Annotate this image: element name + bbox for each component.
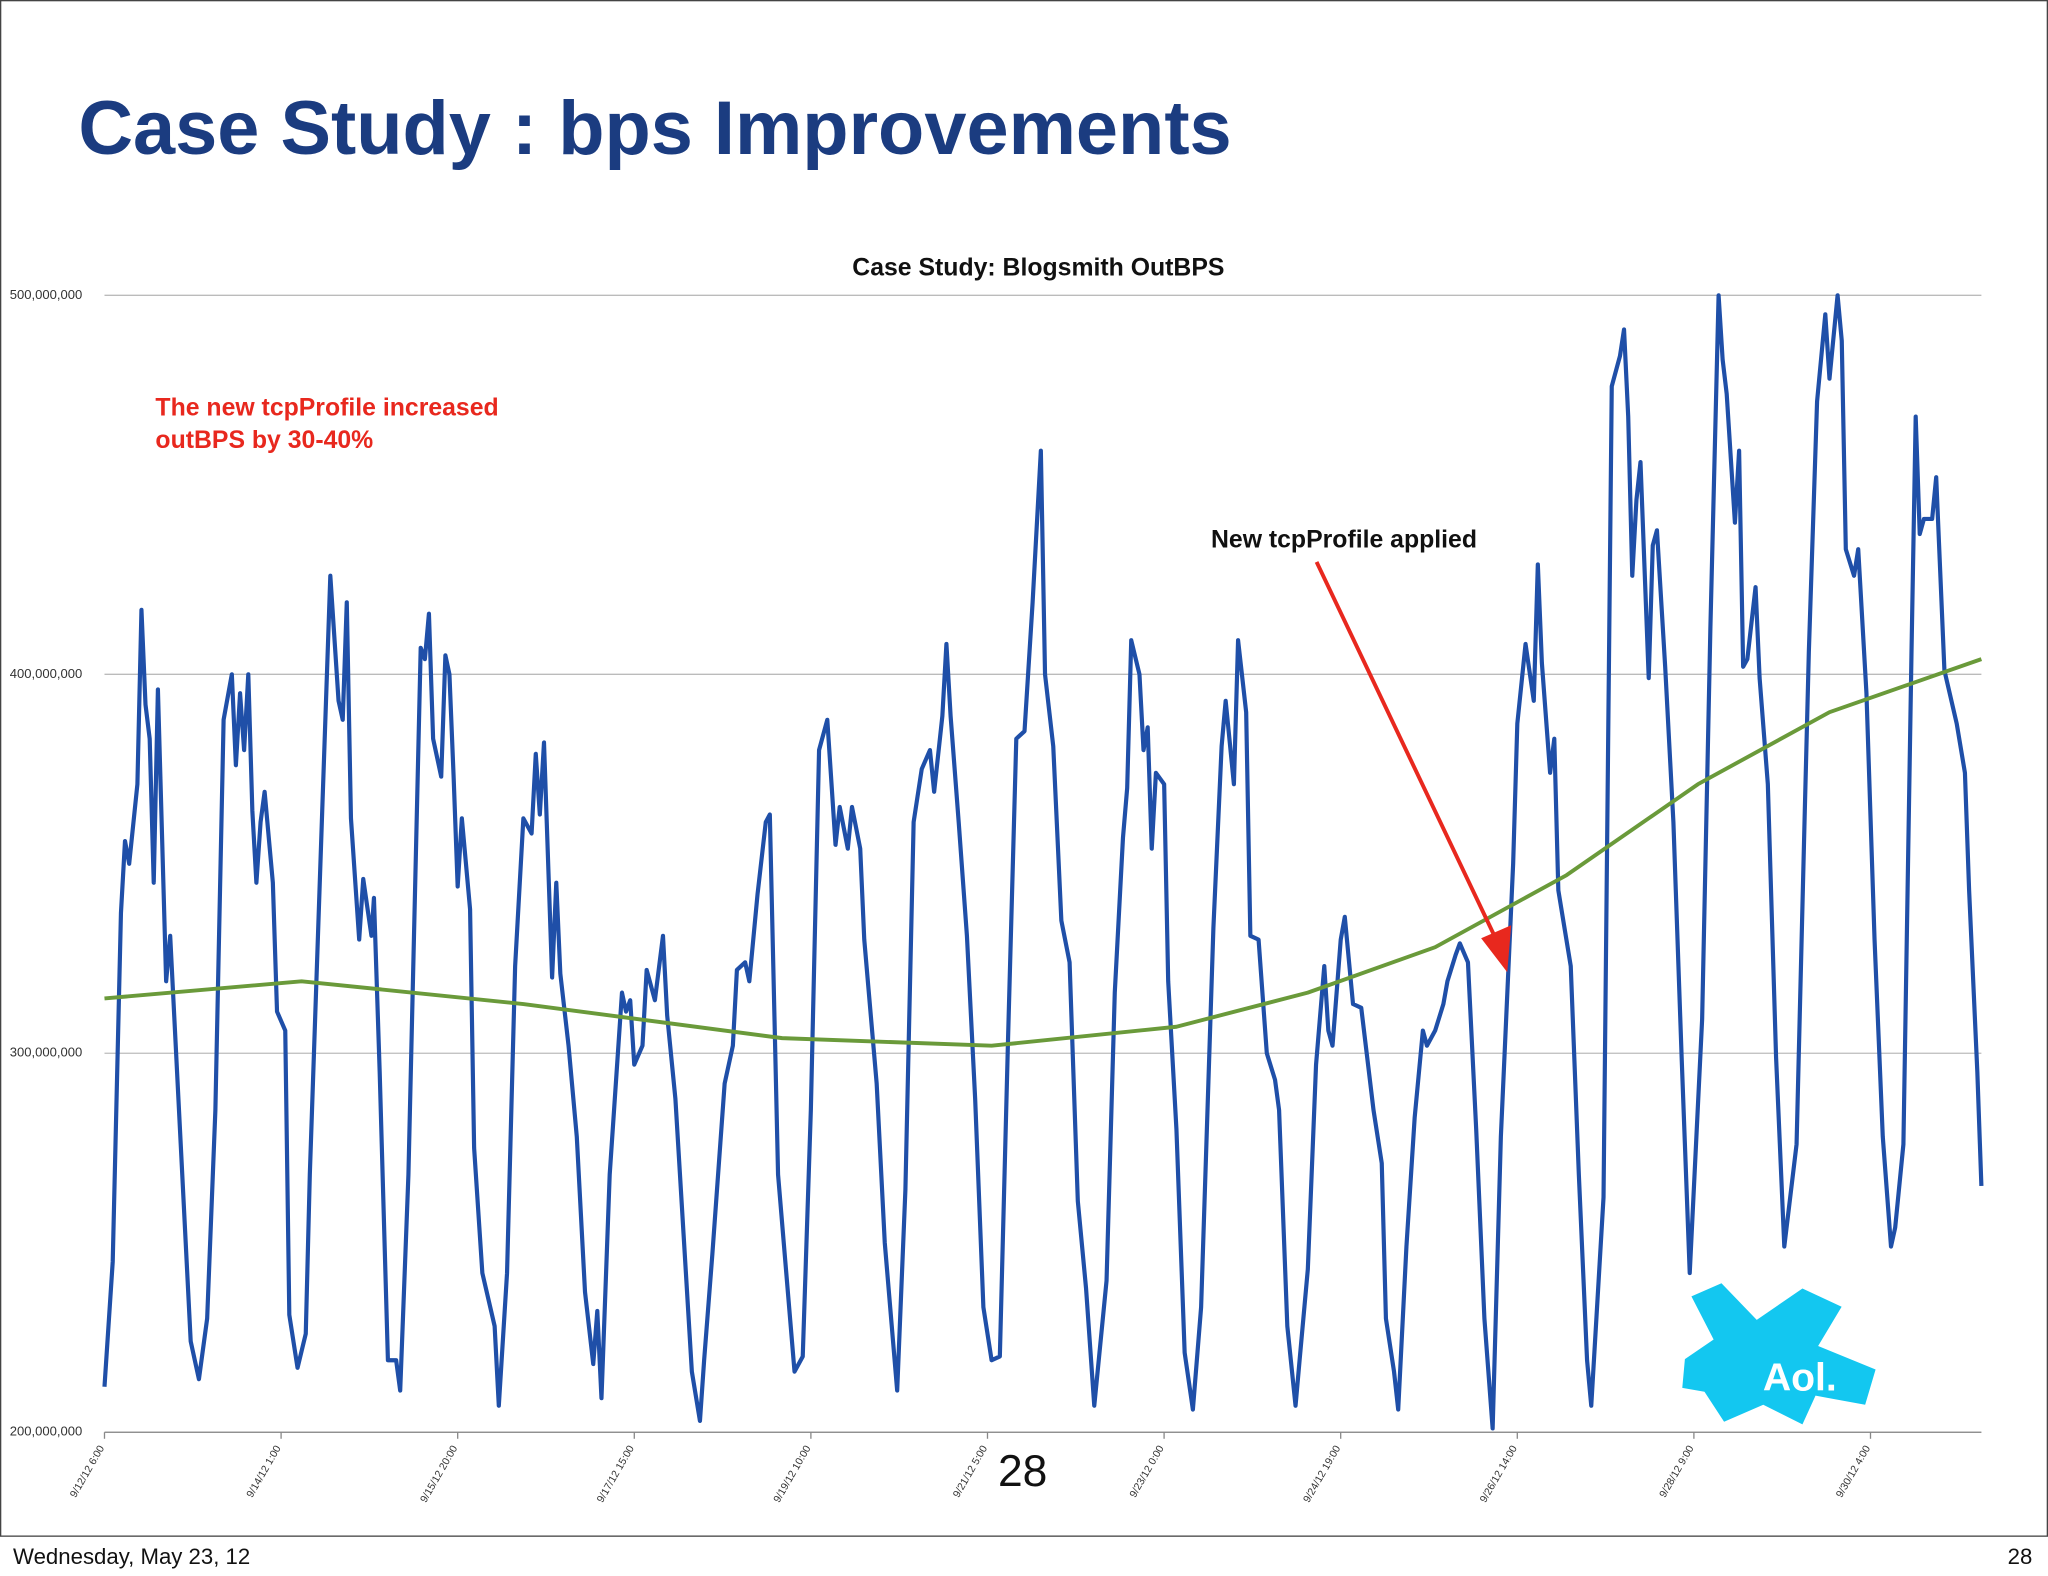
aol-logo-text: Aol. bbox=[1763, 1356, 1837, 1399]
y-tick-label: 300,000,000 bbox=[10, 1045, 83, 1060]
footer-date: Wednesday, May 23, 12 bbox=[13, 1544, 250, 1569]
y-tick-label: 400,000,000 bbox=[10, 666, 83, 681]
annotation-text: outBPS by 30-40% bbox=[155, 427, 373, 454]
annotation-text: The new tcpProfile increased bbox=[155, 395, 498, 422]
annotation-text: New tcpProfile applied bbox=[1211, 527, 1477, 554]
slide-title: Case Study : bps Improvements bbox=[78, 86, 1231, 171]
overlay-number: 28 bbox=[998, 1447, 1047, 1496]
annotation-arrow bbox=[1314, 561, 1499, 942]
y-tick-label: 200,000,000 bbox=[10, 1424, 83, 1439]
y-tick-label: 500,000,000 bbox=[10, 287, 83, 302]
data-line bbox=[102, 293, 1984, 1431]
chart-title: Case Study: Blogsmith OutBPS bbox=[852, 255, 1224, 282]
page-number: 28 bbox=[2008, 1544, 2033, 1569]
aol-logo-shape bbox=[1682, 1283, 1876, 1425]
annotation-arrowhead bbox=[1481, 925, 1512, 973]
trend-line bbox=[104, 657, 1983, 1048]
aol-logo: Aol. bbox=[1682, 1283, 1876, 1425]
